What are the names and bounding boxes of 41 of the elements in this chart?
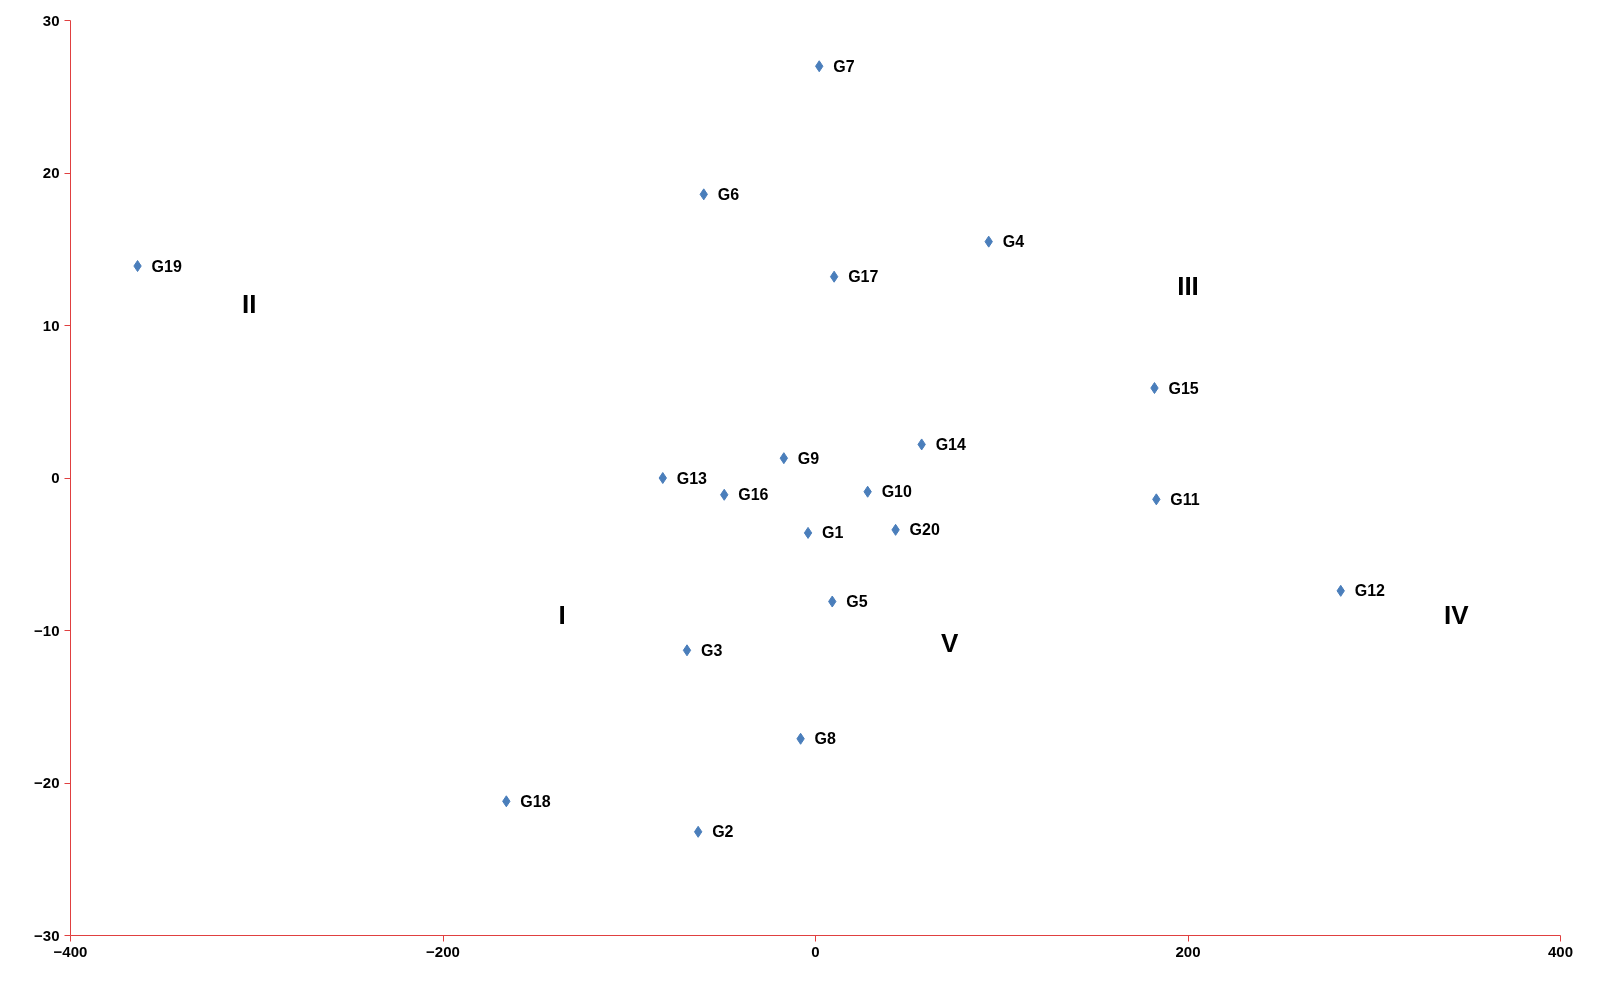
annotation: G6 xyxy=(717,185,740,203)
annotation: G10 xyxy=(881,483,912,501)
x-tick-label: 0 xyxy=(811,942,820,960)
annotation: II xyxy=(242,289,257,320)
x-tick-label: −200 xyxy=(426,942,460,960)
x-tick-label: 200 xyxy=(1175,942,1201,960)
y-tick-label: −30 xyxy=(34,926,60,944)
annotation: G16 xyxy=(738,486,769,504)
point xyxy=(803,526,813,539)
annotation: G7 xyxy=(833,57,855,75)
annotation: I xyxy=(558,600,566,631)
annotation: G13 xyxy=(676,469,708,487)
point xyxy=(658,472,667,484)
y-tick-label: −10 xyxy=(34,621,60,639)
annotation: G14 xyxy=(935,435,967,453)
x-tick-label: 400 xyxy=(1547,942,1574,960)
annotation: G2 xyxy=(712,823,734,841)
annotation: G5 xyxy=(846,593,868,611)
annotation: G12 xyxy=(1354,582,1386,600)
y-tick-label: −20 xyxy=(34,774,60,791)
annotation: V xyxy=(940,627,959,658)
annotation: G15 xyxy=(1168,379,1199,397)
annotation: G17 xyxy=(848,268,879,286)
y-tick-label: 0 xyxy=(51,469,60,486)
annotation: G18 xyxy=(520,792,551,810)
annotation: G11 xyxy=(1170,490,1200,508)
y-tick-label: 10 xyxy=(42,316,60,334)
annotation: G20 xyxy=(909,521,940,539)
annotation: G19 xyxy=(151,257,182,275)
y-tick-label: 20 xyxy=(42,164,60,181)
annotation: G3 xyxy=(700,641,723,659)
point xyxy=(829,270,839,283)
x-tick-label: −400 xyxy=(53,942,88,960)
annotation: G8 xyxy=(814,730,837,748)
annotation: III xyxy=(1177,270,1199,301)
y-tick-label: 30 xyxy=(42,11,60,29)
annotation: G9 xyxy=(797,449,820,467)
annotation: G1 xyxy=(822,524,844,542)
annotation: IV xyxy=(1443,600,1470,631)
point xyxy=(682,644,692,657)
annotation: G4 xyxy=(1002,233,1025,251)
